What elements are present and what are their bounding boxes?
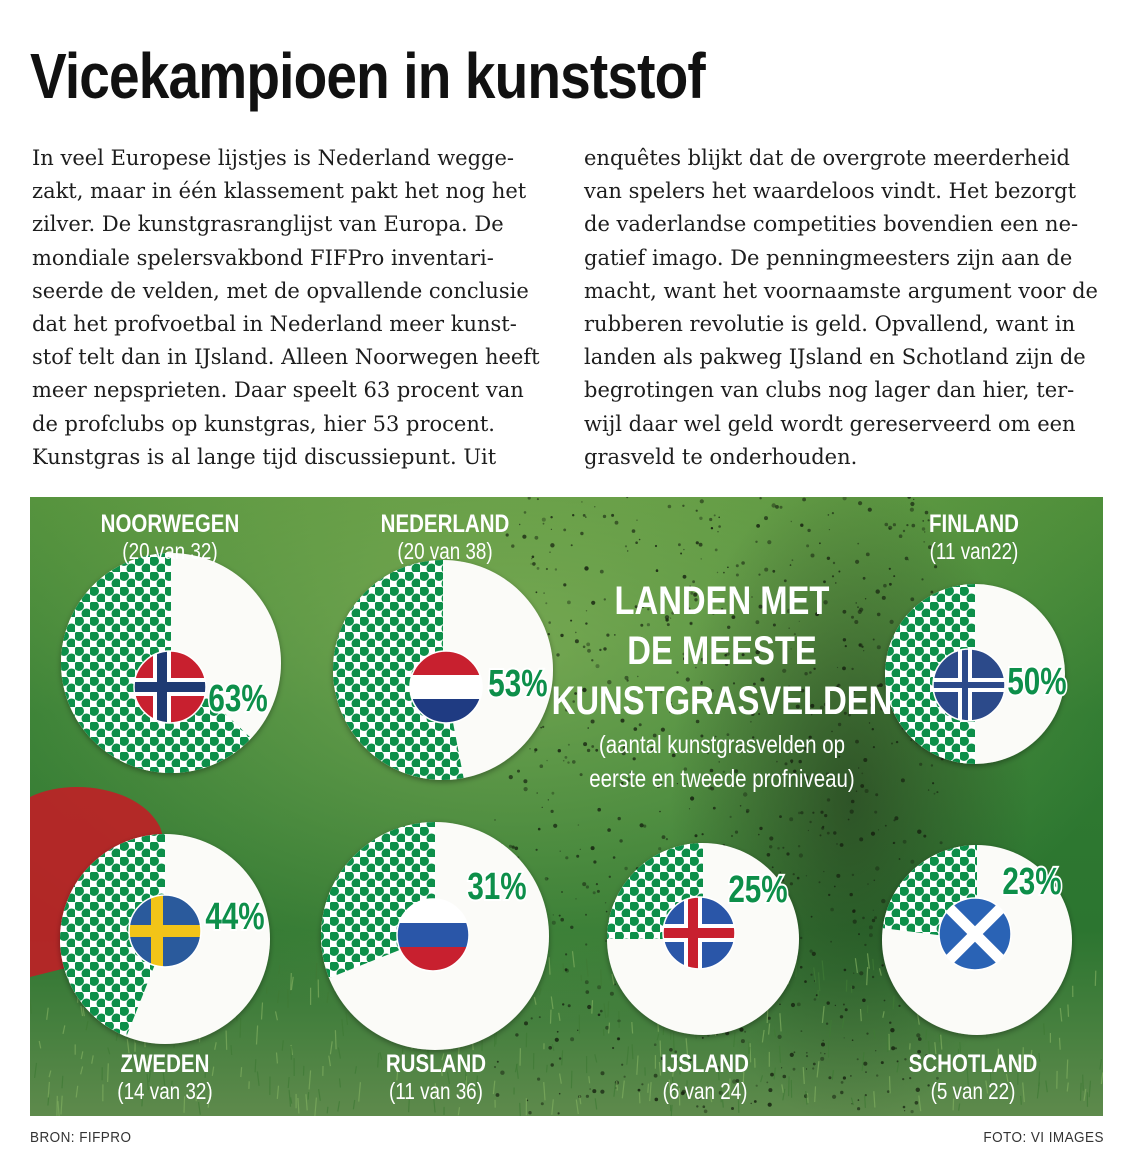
sweden-flag-icon (128, 894, 202, 968)
country-count-label: (14 van 32) (117, 1079, 212, 1104)
article-right-line: macht, want het voornaamste argument voo… (584, 278, 1098, 303)
article-right-line: rubberen revolutie is geld. Opvallend, w… (584, 312, 1076, 337)
pie-slice-artificial (885, 584, 975, 764)
country-count-label: (20 van 32) (122, 539, 217, 564)
pie-percent-label: 25% (728, 869, 787, 911)
country-name-label: FINLAND (929, 509, 1019, 537)
pie-schotland: 23% SCHOTLAND(5 van 22) (882, 845, 1072, 1104)
chart-title-line: KUNSTGRASVELDEN (552, 678, 893, 723)
pie-nederland: 53% NEDERLAND(20 van 38) (332, 509, 553, 780)
pie-rusland: 31% RUSLAND(11 van 36) (321, 822, 549, 1104)
article-right-line: van spelers het waardeloos vindt. Het be… (584, 179, 1077, 204)
country-name-label: ZWEDEN (121, 1049, 210, 1077)
pie-percent-label: 50% (1007, 661, 1066, 703)
article-right-line: begrotingen van clubs nog lager dan hier… (584, 378, 1075, 403)
article-left-line: Kunstgras is al lange tijd discussiepunt… (32, 444, 497, 469)
pie-chart-panel: 63% NOORWEGEN(20 van 32) 53% NEDERLAND(20 v… (30, 497, 1103, 1116)
article-right-line: gatief imago. De penningmeesters zijn aa… (584, 245, 1073, 270)
chart-subtitle-line: eerste en tweede profniveau) (589, 764, 855, 792)
article-left-line: stof telt dan in IJsland. Alleen Noorweg… (32, 345, 540, 370)
photo-credit: FOTO: VI IMAGES (983, 1129, 1104, 1146)
chart-title-line: DE MEESTE (627, 628, 816, 673)
pie-percent-label: 53% (488, 663, 547, 705)
article-right-line: de vaderlandse competities bovendien een… (584, 212, 1079, 237)
pie-percent-label: 44% (205, 896, 264, 938)
country-count-label: (11 van 36) (389, 1079, 483, 1104)
article-right-line: wijl daar wel geld wordt gereserveerd om… (584, 411, 1076, 436)
article-left-line: In veel Europese lijstjes is Nederland w… (32, 146, 515, 170)
pie-ijsland: 25% IJSLAND(6 van 24) (607, 843, 799, 1104)
article-right-line: grasveld te onderhouden. (584, 444, 858, 469)
pie-percent-label: 23% (1002, 861, 1061, 903)
article-right-line: landen als pakweg IJsland en Schotland z… (584, 345, 1086, 370)
pie-zweden: 44% ZWEDEN(14 van 32) (59, 834, 270, 1104)
article-left-line: seerde de velden, met de opvallende conc… (32, 278, 529, 303)
article-column-right: enquêtes blijkt dat de overgrote meerder… (584, 142, 1114, 474)
article-left-line: zilver. De kunstgrasranglijst van Europa… (32, 212, 504, 237)
country-count-label: (11 van22) (930, 539, 1019, 564)
finland-flag-icon (932, 648, 1006, 722)
chart-title-line: LANDEN MET (615, 578, 830, 623)
pie-percent-label: 63% (208, 678, 267, 720)
country-count-label: (5 van 22) (931, 1079, 1016, 1104)
country-name-label: RUSLAND (386, 1049, 486, 1077)
chart-subtitle-line: (aantal kunstgrasvelden op (599, 730, 845, 758)
turf-infographic: 63% NOORWEGEN (20 van 32) 53% NEDERLAND (20 v… (30, 497, 1103, 1116)
article-right-line: enquêtes blijkt dat de overgrote meerder… (584, 146, 1070, 170)
chart-title: LANDEN MET DE MEESTE KUNSTGRASVELDEN (aanta… (552, 578, 893, 793)
pie-slice-artificial (332, 560, 464, 780)
pie-percent-label: 31% (467, 866, 526, 908)
country-name-label: SCHOTLAND (909, 1049, 1038, 1077)
article-left-line: dat het profvoetbal in Nederland meer ku… (32, 312, 517, 337)
article-left-line: mondiale spelersvakbond FIFPro inventari… (32, 245, 494, 270)
article-left-line: de profclubs op kunstgras, hier 53 proce… (32, 411, 495, 436)
pie-slice-artificial (59, 834, 165, 1037)
article-left-line: meer nepsprieten. Daar speelt 63 procent… (32, 378, 524, 403)
pie-noorwegen: 63% NOORWEGEN(20 van 32) (61, 509, 281, 773)
norway-flag-icon (133, 650, 207, 724)
country-count-label: (20 van 38) (397, 539, 492, 564)
country-name-label: NOORWEGEN (101, 509, 240, 537)
article-left-line: zakt, maar in één klassement pakt het no… (32, 179, 527, 204)
country-name-label: IJSLAND (661, 1049, 749, 1077)
source-credit: BRON: FIFPRO (30, 1129, 132, 1146)
article-column-left: In veel Europese lijstjes is Nederland w… (32, 142, 562, 474)
country-name-label: NEDERLAND (381, 509, 510, 537)
iceland-flag-icon (662, 896, 736, 970)
country-count-label: (6 van 24) (663, 1079, 748, 1104)
pie-finland: 50% FINLAND(11 van22) (885, 509, 1068, 764)
page-title: Vicekampioen in kunststof (30, 40, 706, 112)
